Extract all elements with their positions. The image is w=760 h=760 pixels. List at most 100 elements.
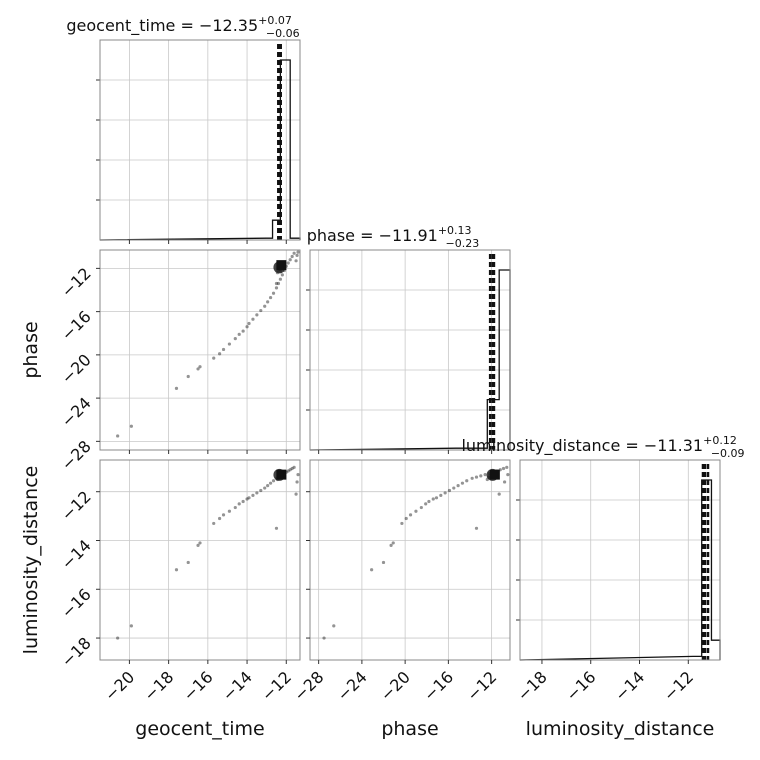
sample-point (286, 469, 290, 473)
sample-point (389, 543, 393, 547)
title-median: −12.35 (199, 16, 258, 35)
sample-point (443, 491, 447, 495)
sample-point (233, 505, 237, 510)
x-axis-label-geocent_time: geocent_time (135, 718, 264, 740)
sample-point (460, 481, 465, 485)
y-tick-label: −12 (58, 264, 95, 301)
x-axis-label-phase: phase (381, 718, 438, 740)
sample-point (294, 492, 298, 496)
sample-point (447, 488, 452, 493)
x-tick-label: −12 (258, 667, 295, 704)
sample-point (292, 465, 296, 469)
sample-point (381, 560, 386, 565)
sample-point (479, 474, 483, 478)
sample-point (218, 352, 222, 356)
sample-points (116, 465, 300, 640)
scatter-panel-phase-luminosity_distance (309, 459, 511, 661)
sample-point (212, 356, 216, 360)
sample-point (424, 502, 428, 506)
sample-point (474, 526, 479, 530)
x-tick-label: −12 (463, 667, 500, 704)
sample-point (266, 300, 270, 304)
sample-point (116, 434, 120, 438)
y-tick-label: −18 (58, 633, 95, 670)
sample-point (129, 624, 133, 628)
panel-frame (99, 39, 301, 241)
sample-point (290, 466, 294, 471)
sample-point (474, 475, 479, 479)
title-prefix: geocent_time = (66, 16, 199, 36)
panel-frame (99, 459, 301, 661)
title-prefix: phase = (307, 226, 379, 245)
histogram-title: geocent_time = −12.35+0.07 −0.06 (66, 14, 299, 40)
title-prefix: luminosity_distance = (461, 436, 643, 456)
sample-point (288, 258, 292, 262)
x-tick-label: −14 (219, 667, 256, 704)
sample-point (456, 484, 460, 488)
histogram-step (519, 479, 721, 661)
sample-point (439, 493, 443, 497)
y-tick-label: −28 (58, 437, 95, 474)
title-median: −11.91 (379, 226, 438, 245)
sample-point (227, 509, 232, 513)
sample-point (431, 497, 435, 501)
truth-marker (489, 469, 500, 480)
sample-point (434, 496, 439, 500)
y-tick-label: −16 (58, 307, 95, 344)
x-tick-label: −16 (179, 667, 216, 704)
sample-point (274, 281, 279, 286)
sample-point (198, 365, 202, 369)
sample-point (501, 466, 506, 471)
y-tick-label: −12 (58, 487, 95, 524)
sample-point (391, 541, 395, 545)
histogram-title: phase = −11.91+0.13 −0.23 (307, 224, 480, 250)
sample-point (255, 491, 259, 495)
histogram-panel-phase (306, 249, 511, 451)
sample-point (296, 473, 300, 477)
sample-point (271, 479, 276, 483)
sample-point (196, 367, 200, 371)
title-plus: +0.07 (258, 14, 292, 27)
histogram-step (99, 59, 301, 241)
sample-point (497, 492, 501, 496)
x-axis-label-luminosity_distance: luminosity_distance (526, 718, 715, 740)
sample-point (408, 513, 413, 517)
sample-point (427, 499, 431, 504)
sample-point (295, 253, 299, 258)
x-tick-label: −20 (377, 667, 414, 704)
sample-point (414, 509, 418, 513)
sample-point (259, 308, 263, 313)
sample-point (400, 521, 404, 526)
sample-point (268, 481, 273, 485)
sample-point (237, 332, 241, 336)
truth-marker (276, 469, 287, 480)
histogram-panel-geocent_time (96, 39, 301, 241)
title-minus: −0.09 (711, 447, 745, 460)
sample-point (227, 342, 232, 346)
sample-point (505, 465, 509, 469)
sample-point (274, 526, 279, 530)
sample-point (237, 502, 241, 506)
sample-point (241, 329, 245, 333)
y-tick-label: −20 (58, 350, 95, 387)
sample-point (296, 250, 300, 254)
sample-point (268, 295, 273, 300)
sample-point (221, 513, 226, 517)
sample-point (245, 497, 249, 501)
sample-point (404, 516, 408, 521)
title-median: −11.31 (644, 436, 703, 455)
y-tick-label: −16 (58, 585, 95, 622)
sample-point (116, 636, 120, 640)
sample-point (212, 521, 216, 526)
sample-point (218, 516, 222, 521)
sample-point (251, 493, 255, 497)
sample-point (290, 254, 294, 259)
x-tick-label: −12 (660, 667, 697, 704)
panel-frame (519, 459, 721, 661)
sample-point (322, 636, 326, 640)
histogram-title: luminosity_distance = −11.31+0.12 −0.09 (461, 434, 744, 460)
sample-point (196, 543, 200, 547)
sample-point (245, 325, 249, 329)
panel-frame (99, 249, 301, 451)
